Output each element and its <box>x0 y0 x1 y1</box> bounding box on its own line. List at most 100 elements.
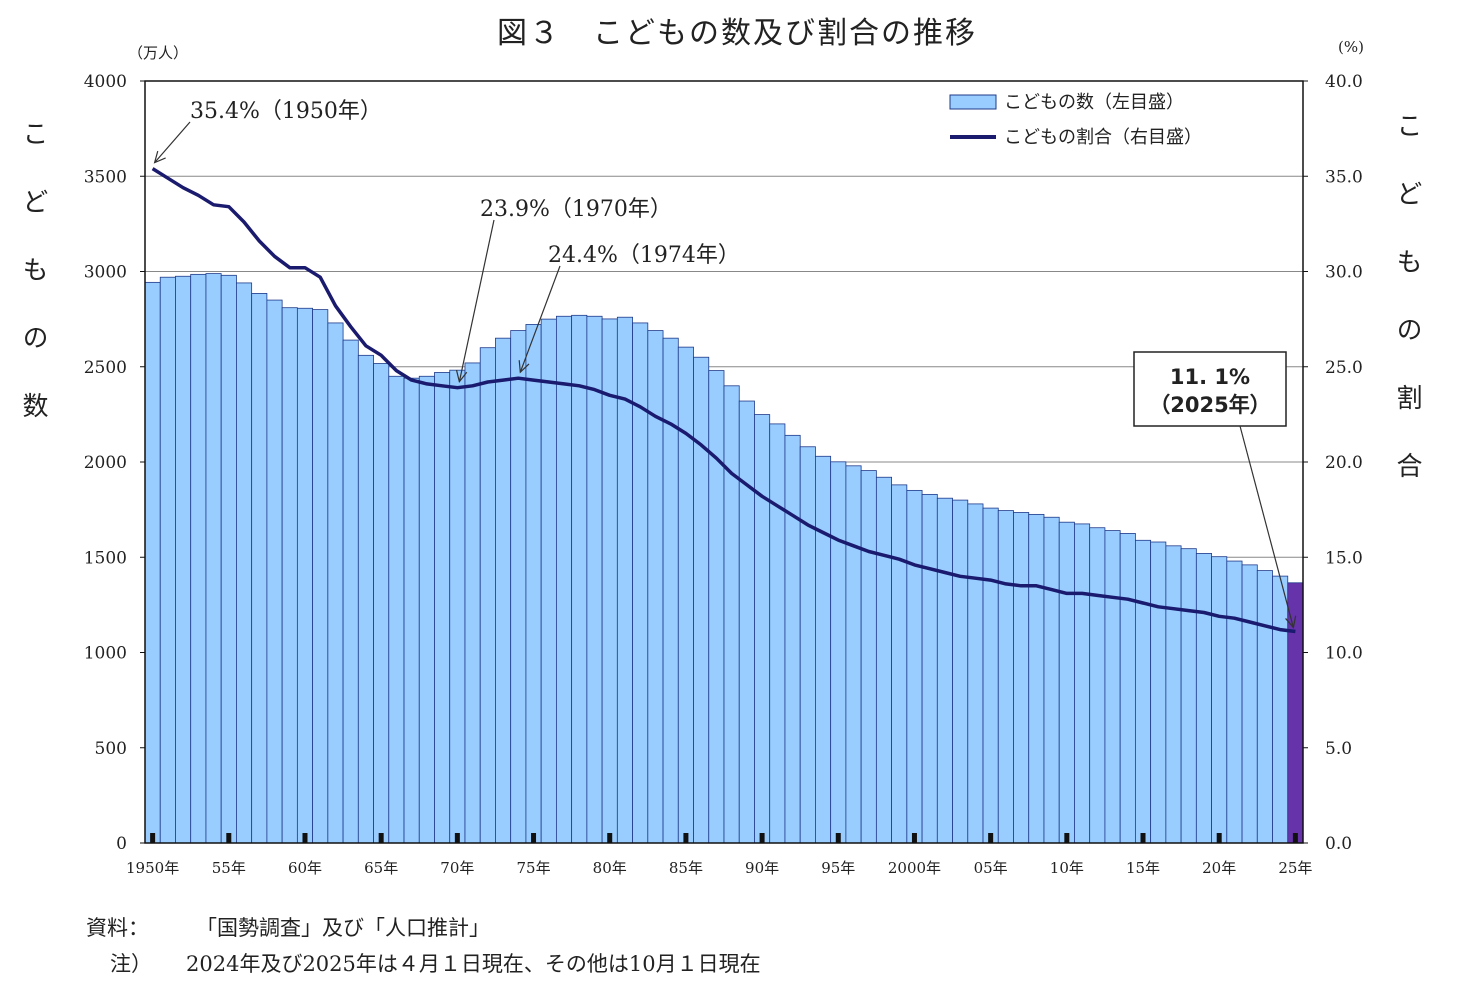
bar <box>495 337 512 844</box>
legend-label-line: こどもの割合（右目盛） <box>1004 127 1202 148</box>
left-tick-label: 4000 <box>84 72 127 92</box>
source-label: 資料： <box>86 916 149 940</box>
legend-swatch-bars <box>949 94 997 110</box>
bar <box>296 307 314 844</box>
note-text: 2024年及び2025年は４月１日現在、その他は10月１日現在 <box>186 952 761 976</box>
bar <box>830 461 847 844</box>
bar <box>449 369 466 844</box>
bar <box>997 510 1014 844</box>
x-tick-label: 05年 <box>974 859 1008 877</box>
annotation-arrow-1950 <box>154 121 191 164</box>
right-tick-label: 0.0 <box>1325 834 1352 854</box>
bar <box>1211 556 1228 844</box>
left-tick-label: 0 <box>116 834 127 854</box>
bar <box>342 339 359 844</box>
source-text: 「国勢調査」及び「人口推計」 <box>196 916 490 940</box>
x-tick <box>1292 833 1298 843</box>
bar <box>236 282 253 844</box>
bar <box>1180 548 1197 844</box>
x-tick-label: 60年 <box>288 859 322 877</box>
x-tick <box>150 833 156 843</box>
line-series-ratio <box>151 167 1296 634</box>
right-tick-label: 35.0 <box>1325 167 1363 187</box>
bar <box>205 273 222 844</box>
annotation-text-2025: 11. 1% <box>1170 365 1250 389</box>
bar <box>967 503 984 844</box>
x-tick-label: 65年 <box>364 859 398 877</box>
bar <box>647 330 664 844</box>
x-tick <box>454 833 460 843</box>
bar <box>784 434 801 844</box>
right-tick-label: 30.0 <box>1325 263 1363 283</box>
bar <box>738 400 755 844</box>
x-tick-label: 10年 <box>1050 859 1084 877</box>
bar <box>251 293 268 844</box>
bar <box>388 375 405 844</box>
bar <box>693 356 710 844</box>
x-tick <box>911 833 917 843</box>
bar <box>357 354 374 844</box>
bar <box>936 497 953 844</box>
bar <box>677 346 694 844</box>
right-axis-vertical-label: こどもの割合 <box>1392 112 1422 520</box>
x-tick-label: 1950年 <box>126 859 179 877</box>
bar <box>815 455 832 844</box>
bar <box>860 470 877 844</box>
bar <box>845 465 862 844</box>
bar <box>281 307 298 844</box>
bar <box>708 370 725 844</box>
bar <box>1195 553 1212 844</box>
x-tick-label: 2000年 <box>888 859 941 877</box>
bar <box>525 324 542 844</box>
right-tick-label: 10.0 <box>1325 644 1363 664</box>
annotation-arrow-1970 <box>458 219 495 382</box>
bar <box>1226 560 1243 844</box>
x-tick <box>683 833 689 843</box>
bar <box>1241 564 1258 844</box>
x-tick-label: 15年 <box>1126 859 1160 877</box>
bar <box>555 315 573 844</box>
left-tick-label: 1500 <box>84 548 127 568</box>
left-tick-label: 1000 <box>84 644 127 664</box>
bar <box>510 330 527 844</box>
annotation-text-1970: 23.9%（1970年） <box>480 197 672 222</box>
bar <box>1134 539 1152 844</box>
annotation-arrow-1974-head <box>518 360 530 374</box>
x-tick <box>226 833 232 843</box>
left-tick-label: 2000 <box>84 453 127 473</box>
x-tick-label: 70年 <box>440 859 474 877</box>
bar <box>906 489 923 844</box>
bar <box>875 476 893 844</box>
annotation-text-2025: （2025年） <box>1149 393 1270 417</box>
x-tick-label: 55年 <box>212 859 246 877</box>
bar <box>1074 523 1091 844</box>
left-axis-unit: （万人） <box>128 44 189 62</box>
x-tick-label: 25年 <box>1278 859 1312 877</box>
x-tick <box>607 833 613 843</box>
bar <box>1013 512 1030 844</box>
note-label: 注） <box>110 952 152 976</box>
x-tick <box>759 833 765 843</box>
bar <box>1043 516 1060 844</box>
bar <box>434 372 451 844</box>
annotation-text-1950: 35.4%（1950年） <box>190 99 382 124</box>
x-tick <box>988 833 994 843</box>
bar <box>754 414 771 844</box>
x-tick <box>1216 833 1222 843</box>
x-tick <box>378 833 384 843</box>
bar <box>159 276 176 844</box>
bar <box>1256 570 1273 844</box>
bar <box>175 275 192 844</box>
bar <box>952 499 969 844</box>
x-tick <box>1064 833 1070 843</box>
x-tick-label: 85年 <box>669 859 703 877</box>
bar <box>1058 521 1075 844</box>
right-tick-label: 20.0 <box>1325 453 1363 473</box>
left-tick-label: 2500 <box>84 358 127 378</box>
bar <box>891 484 908 844</box>
bar <box>327 322 344 844</box>
x-tick-label: 95年 <box>821 859 855 877</box>
x-tick <box>835 833 841 843</box>
bar <box>266 299 283 844</box>
